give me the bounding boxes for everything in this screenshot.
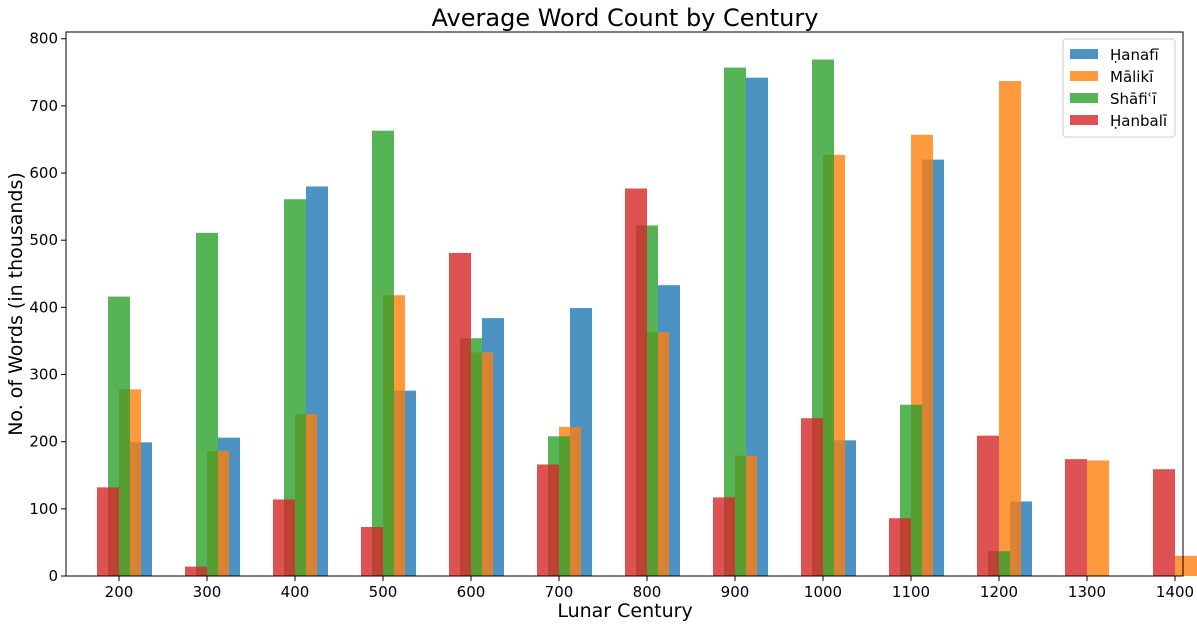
bar-2-300 (196, 232, 218, 576)
y-tick-label: 100 (29, 500, 58, 518)
x-tick-label: 300 (193, 583, 222, 601)
y-tick-label: 700 (29, 97, 58, 115)
y-axis-label: No. of Words (in thousands) (5, 172, 27, 436)
x-tick-label: 600 (457, 583, 486, 601)
x-tick-label: 500 (369, 583, 398, 601)
y-tick-label: 600 (29, 164, 58, 182)
y-tick-label: 500 (29, 231, 58, 249)
legend-swatch (1070, 115, 1098, 125)
y-tick-label: 300 (29, 366, 58, 384)
bar-3-300 (185, 566, 207, 576)
legend-label: Ḥanbalī (1110, 112, 1168, 130)
x-tick-label: 400 (281, 583, 310, 601)
chart-title: Average Word Count by Century (432, 4, 819, 32)
bar-3-200 (97, 487, 119, 576)
legend-swatch (1070, 49, 1098, 59)
bar-1-1200 (999, 81, 1021, 576)
bar-3-500 (361, 526, 383, 576)
y-tick-label: 800 (29, 30, 58, 48)
bars-layer (97, 59, 1197, 577)
bar-3-700 (537, 464, 559, 576)
x-tick-label: 1000 (804, 583, 842, 601)
y-tick-label: 400 (29, 298, 58, 316)
legend-label: Mālikī (1110, 68, 1154, 86)
plot-frame (65, 31, 1184, 577)
bar-1-1300 (1087, 460, 1109, 576)
bar-3-1300 (1065, 459, 1087, 576)
legend-label: Ḥanafī (1110, 46, 1159, 64)
bar-3-1200 (977, 435, 999, 576)
legend: Ḥanafī Mālikī Shāfiʿī Ḥanbalī (1062, 38, 1176, 138)
bar-1-1400 (1175, 555, 1197, 576)
bar-2-400 (284, 199, 306, 577)
bar-3-1000 (801, 418, 823, 576)
bar-3-1100 (889, 518, 911, 576)
bar-0-900 (746, 77, 768, 577)
legend-label: Shāfiʿī (1110, 90, 1157, 108)
x-tick-label: 1200 (980, 583, 1018, 601)
legend-box (1062, 38, 1176, 138)
bar-3-1400 (1153, 469, 1175, 576)
bar-3-600 (449, 252, 471, 577)
bar-3-900 (713, 497, 735, 576)
x-tick-label: 900 (721, 583, 750, 601)
y-tick-label: 0 (48, 567, 58, 585)
x-tick-label: 1300 (1068, 583, 1106, 601)
legend-swatch (1070, 93, 1098, 103)
x-tick-label: 700 (545, 583, 574, 601)
bar-2-500 (372, 130, 394, 576)
x-tick-label: 800 (633, 583, 662, 601)
x-tick-label: 1100 (892, 583, 930, 601)
legend-swatch (1070, 71, 1098, 81)
y-tick-label: 200 (29, 433, 58, 451)
x-axis-label: Lunar Century (557, 600, 692, 622)
y-axis: 0 100 200 300 400 500 600 700 800 (29, 30, 66, 585)
bar-3-800 (625, 188, 647, 576)
x-tick-label: 1400 (1156, 583, 1194, 601)
bar-3-400 (273, 499, 295, 576)
bar-2-900 (724, 67, 746, 576)
x-tick-label: 200 (105, 583, 134, 601)
x-axis: 200 300 400 500 600 700 800 900 1000 1100 1200 1300… (105, 576, 1194, 601)
